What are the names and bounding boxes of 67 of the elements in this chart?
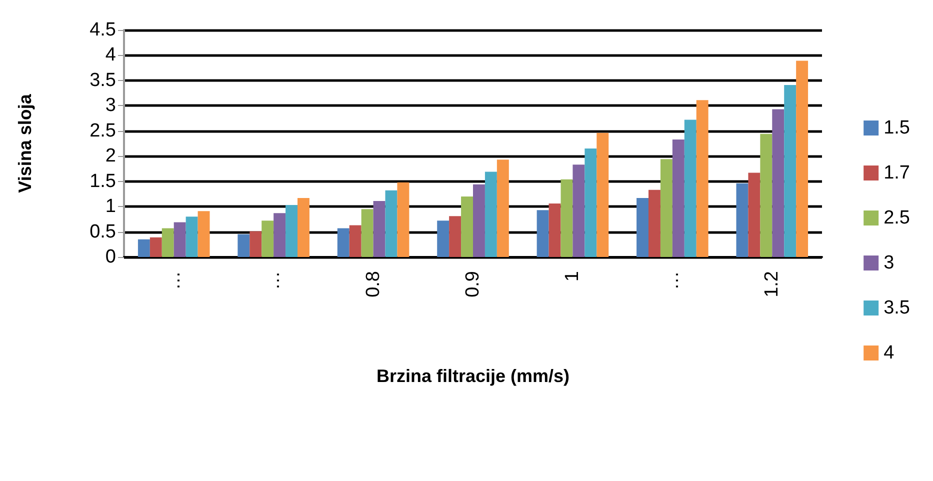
bar	[648, 190, 660, 257]
bar	[796, 60, 808, 257]
bar	[138, 239, 150, 257]
bar	[349, 225, 362, 257]
bar	[238, 234, 250, 257]
bar	[174, 222, 186, 257]
bar	[150, 237, 162, 257]
bar	[584, 148, 597, 257]
legend-label: 4	[884, 342, 895, 364]
bar	[496, 160, 509, 257]
bar	[684, 120, 696, 257]
bar	[560, 179, 573, 257]
bar	[736, 183, 748, 257]
x-tick-label: 1.2	[762, 271, 783, 298]
bar	[636, 198, 648, 257]
bar	[784, 84, 796, 257]
bar	[596, 132, 609, 257]
bar	[373, 201, 386, 257]
y-tick-label: 3	[105, 95, 116, 116]
y-tick-label: 1	[105, 196, 116, 218]
bar	[484, 172, 497, 257]
bar	[672, 139, 684, 257]
bar	[473, 184, 485, 257]
bar	[461, 196, 473, 257]
bar	[337, 228, 350, 257]
x-tick-label: …	[662, 271, 683, 290]
y-tick-label: 1.5	[90, 170, 116, 192]
y-tick-label: 2.5	[90, 120, 116, 142]
legend-label: 1.7	[884, 162, 910, 184]
x-tick-label: 1	[562, 271, 584, 282]
bar	[198, 211, 210, 257]
y-tick-label: 2	[105, 146, 116, 167]
bar	[274, 213, 286, 257]
bar	[361, 209, 374, 257]
bar	[397, 182, 410, 257]
y-axis-title: Visina sloja	[15, 93, 35, 193]
bar	[772, 109, 784, 257]
bar	[298, 198, 310, 257]
x-axis-title: Brzina filtracije (mm/s)	[376, 366, 570, 386]
x-tick-label: …	[263, 271, 284, 290]
y-tick-label: 0.5	[90, 221, 116, 242]
y-tick-label: 4.5	[90, 20, 116, 40]
legend-label: 3	[884, 252, 894, 274]
bar	[572, 164, 585, 257]
y-tick-label: 4	[105, 44, 116, 66]
x-tick-label: …	[163, 271, 184, 290]
y-tick-label: 3.5	[90, 70, 116, 91]
bar	[286, 205, 298, 257]
legend-label: 2.5	[884, 208, 910, 228]
bar	[660, 159, 672, 257]
bar	[262, 220, 274, 257]
bar	[449, 216, 462, 257]
bar	[548, 204, 561, 257]
bar	[162, 228, 174, 257]
bar	[760, 134, 772, 257]
bar	[536, 210, 549, 257]
legend-label: 1.5	[884, 118, 910, 138]
bar	[186, 216, 198, 257]
x-tick-label: 0.9	[462, 271, 484, 298]
legend-label: 3.5	[884, 298, 910, 318]
bar	[250, 231, 262, 257]
x-tick-label: 0.8	[362, 271, 384, 298]
bar	[437, 220, 450, 257]
bar	[385, 190, 398, 257]
y-tick-label: 0	[105, 246, 116, 268]
bar	[696, 100, 708, 257]
bar	[748, 172, 760, 257]
